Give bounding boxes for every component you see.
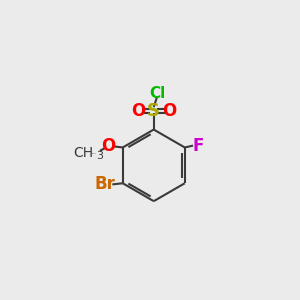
- Text: O: O: [101, 137, 116, 155]
- Text: S: S: [147, 102, 160, 120]
- Text: methyl: methyl: [92, 153, 97, 154]
- Text: Br: Br: [95, 176, 116, 194]
- Text: Cl: Cl: [149, 86, 165, 101]
- Text: 3: 3: [96, 151, 103, 161]
- Text: CH: CH: [73, 146, 93, 160]
- Text: F: F: [193, 136, 204, 154]
- Text: O: O: [131, 102, 145, 120]
- Text: O: O: [162, 102, 177, 120]
